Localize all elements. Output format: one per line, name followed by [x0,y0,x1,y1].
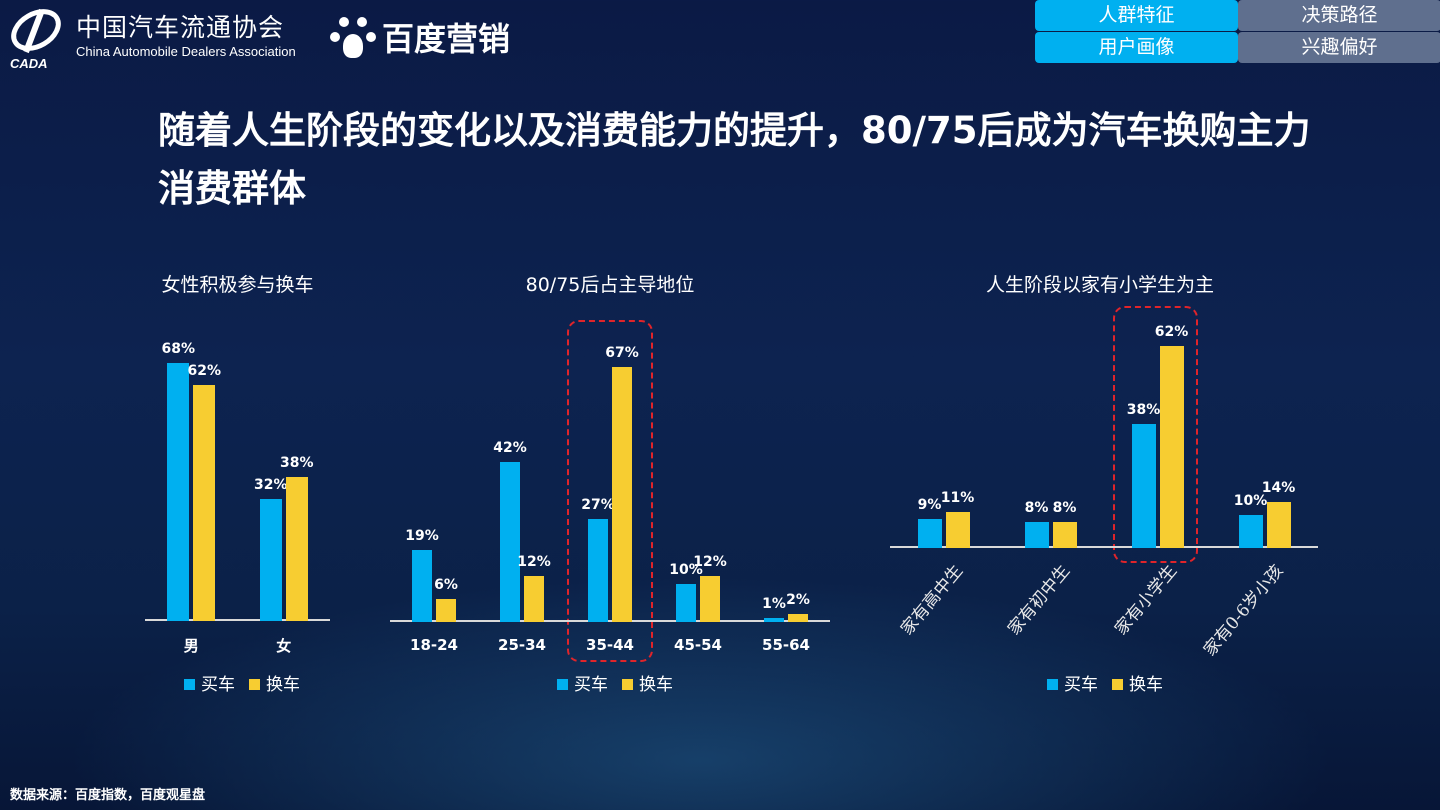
highlight-box-primary-school [1113,306,1198,563]
page-title: 随着人生阶段的变化以及消费能力的提升，80/75后成为汽车换购主力消费群体 [158,109,1311,210]
data-label: 62% [1154,323,1189,340]
x-axis-line [890,546,1318,548]
category-label: 45-54 [674,636,722,654]
chart-title-life-stage: 人生阶段以家有小学生为主 [985,274,1214,296]
legend-age: 买车 换车 [557,670,673,695]
bar-group: 10% 12% [669,554,727,622]
legend-item-replace: 换车 [622,670,673,695]
data-label: 10% [1233,493,1268,510]
category-label: 55-64 [762,636,810,654]
bar-group: 8% 8% [1024,500,1077,548]
data-source: 数据来源：百度指数，百度观星盘 [10,788,206,803]
data-label: 42% [493,440,527,457]
legend-item-buy: 买车 [184,670,235,695]
association-name-en: China Automobile Dealers Association [76,44,296,59]
bar-replace: 11% [941,490,974,548]
bar-replace: 12% [693,554,727,622]
baidu-marketing-logo: 百度营销 [330,14,510,60]
bar-buy: 10% [1234,493,1267,548]
bar-replace: 8% [1052,500,1077,548]
data-label: 19% [405,527,439,544]
baidu-brand-text: 百度营销 [382,20,511,58]
chart-title-gender: 女性积极参与换车 [161,274,314,296]
svg-text:CADA: CADA [10,56,48,70]
chart-gender: 68% 62% 男 32% 38% 女 [145,241,330,655]
bar-group: 38% 62% [1127,324,1188,548]
category-label: 女 [276,637,292,655]
data-label: 9% [917,496,942,513]
chart-life-stage: 9% 11% 家有高中生 8% 8% 家有初中生 38% 62% 家有小学生 10% 14% 家有0-… [890,222,1318,660]
bar-group: 42% 12% [493,440,551,622]
x-axis-line [145,619,330,621]
category-label: 家有初中生 [1003,561,1074,640]
bar-group: 19% 6% [405,528,458,622]
legend-life-stage: 买车 换车 [1047,670,1163,695]
category-label: 家有0-6岁小孩 [1200,561,1288,661]
association-name-cn: 中国汽车流通协会 [76,13,285,42]
data-label: 27% [581,497,615,514]
legend-gender: 买车 换车 [184,670,300,695]
legend-item-buy: 买车 [557,670,608,695]
category-label: 家有小学生 [1110,561,1181,640]
data-label: 1% [762,596,786,613]
bar-buy: 19% [405,528,439,622]
data-label: 38% [1126,402,1161,419]
bar-buy: 32% [254,477,288,621]
data-label: 14% [1261,480,1296,497]
bar-replace: 12% [517,554,551,622]
data-label: 12% [517,554,551,571]
bar-group: 68% 62% [161,341,221,621]
bar-group: 32% 38% [254,455,314,621]
bar-buy: 1% [762,596,786,622]
data-label: 67% [605,345,639,362]
legend-item-buy: 买车 [1047,670,1098,695]
bar-buy: 9% [917,497,942,548]
bar-buy: 10% [669,562,703,622]
chart-age: 19% 6% 18-24 42% 12% 25-34 27% 67% 35-44 10% 12% 45… [390,242,830,654]
bar-replace: 62% [187,363,221,621]
category-label: 35-44 [586,636,634,654]
legend-item-replace: 换车 [249,670,300,695]
nav-tab-decision-path[interactable]: 决策路径 [1238,0,1440,31]
chart-title-age: 80/75后占主导地位 [525,274,695,296]
category-label: 男 [183,637,199,655]
data-label: 2% [786,592,810,609]
bar-group: 9% 11% [917,490,974,548]
nav-tab-interests[interactable]: 兴趣偏好 [1238,32,1440,63]
category-label: 18-24 [410,636,458,654]
legend-item-replace: 换车 [1112,670,1163,695]
bar-replace: 67% [605,345,639,622]
bar-replace: 2% [786,592,810,622]
x-axis-line [390,620,830,622]
bar-replace: 14% [1262,480,1295,548]
bar-replace: 38% [280,455,314,621]
category-label: 家有高中生 [896,561,967,640]
data-label: 38% [279,454,314,471]
cada-logo: CADA [6,6,64,71]
data-label: 6% [434,577,458,594]
data-label: 8% [1052,499,1077,516]
bar-replace: 62% [1155,324,1188,548]
bar-group: 27% 67% [581,345,639,622]
bar-group: 10% 14% [1234,480,1295,548]
bar-buy: 8% [1024,500,1049,548]
bar-buy: 27% [581,497,615,622]
bar-buy: 42% [493,440,527,622]
bar-group: 1% 2% [762,592,810,622]
bar-buy: 38% [1127,402,1160,548]
baidu-paw-icon [330,14,376,60]
data-label: 62% [187,363,222,380]
data-label: 32% [253,477,288,494]
data-label: 68% [161,340,196,357]
bar-buy: 68% [161,341,195,621]
nav-tab-user-profile[interactable]: 用户画像 [1035,32,1238,63]
data-label: 11% [940,490,975,507]
data-label: 8% [1024,499,1049,516]
data-label: 10% [669,562,703,578]
category-label: 25-34 [498,636,546,654]
highlight-box-35-44 [567,320,653,662]
data-label: 12% [693,554,727,571]
nav-tab-crowd-features[interactable]: 人群特征 [1035,0,1238,31]
bar-replace: 6% [434,577,458,622]
